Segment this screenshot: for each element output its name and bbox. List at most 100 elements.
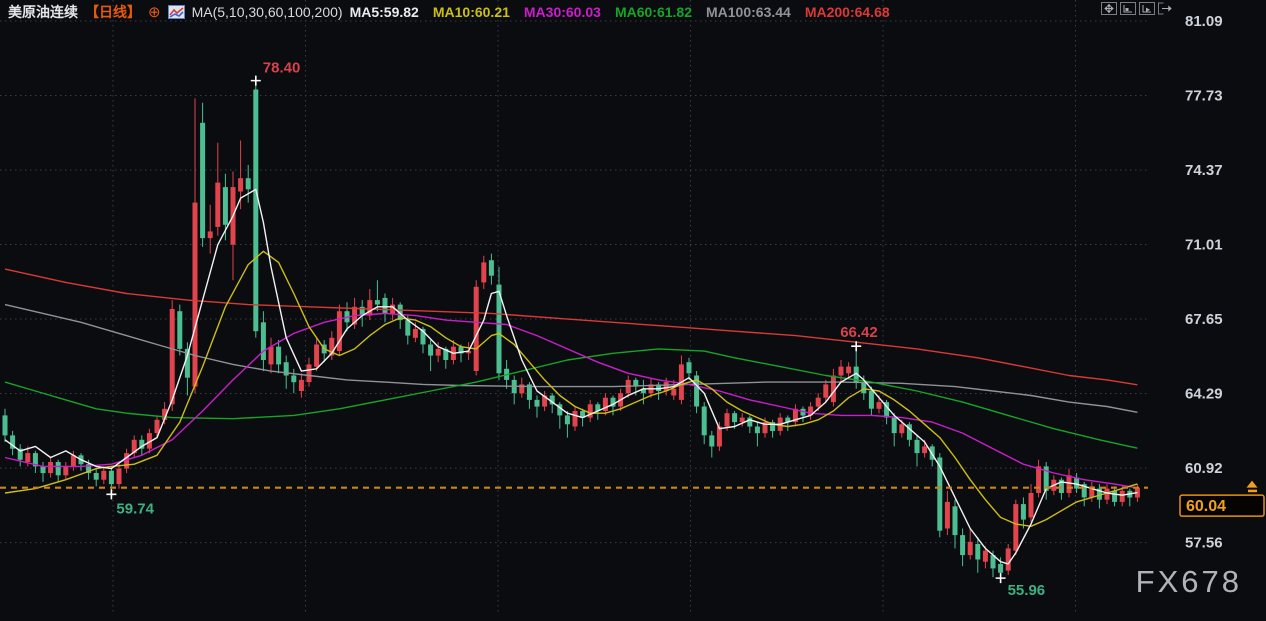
candle-body [1043,466,1049,491]
extreme-marker: 55.96 [995,573,1045,599]
candle-body [238,178,244,192]
candle-body [390,304,396,314]
candle-body [792,408,798,423]
candle-body [359,306,365,316]
axis-tick-label: 81.09 [1185,13,1223,30]
candle-body [960,535,966,556]
candle-body [1104,488,1110,500]
candle-body [473,286,479,371]
candle-body [732,413,738,423]
current-price-badge: 60.04 [1179,494,1265,517]
candle-body [207,231,213,239]
candle-body [747,417,753,427]
candle-body [884,402,890,418]
candle-body [443,348,449,360]
candle-body [458,346,464,354]
candle-body [222,187,228,225]
ma-params-label[interactable]: MA(5,10,30,60,100,200) [191,4,343,20]
candle-body [830,375,836,403]
candle-body [808,406,814,416]
candle-body [260,322,266,360]
candle-body [276,346,282,365]
candle-body [922,446,928,454]
ma30-line [4,312,1138,489]
candle-body [397,304,403,321]
candle-body [701,406,707,436]
candle-body [108,470,114,485]
candle-body [975,544,981,560]
candle-body [466,351,472,354]
ma-value-3: MA60:61.82 [614,4,692,20]
candle-body [374,300,380,305]
candle-body [1119,490,1125,502]
candle-body [1036,466,1042,493]
candle-body [101,470,107,480]
axis-tick-label: 77.73 [1185,87,1223,104]
extreme-label: 59.74 [116,500,154,517]
candle-body [899,424,905,434]
candle-body [762,422,768,434]
candle-body [572,411,578,427]
ma200-line [4,268,1138,386]
candle-body [146,433,152,449]
candle-body [937,457,943,531]
auto-scale-icon[interactable] [1139,2,1155,15]
candle-body [542,395,548,407]
ma-value-2: MA30:60.03 [523,4,601,20]
candle-body [1074,477,1080,489]
candle-body [526,384,532,400]
candle-body [610,397,616,407]
candle-body [815,397,821,407]
candle-body [25,453,31,462]
candle-body [785,417,791,422]
mini-chart-icon[interactable] [167,5,185,19]
candle-body [70,455,76,467]
candle-body [982,550,988,562]
candle-body [739,417,745,422]
candle-body [602,397,608,411]
candle-body [754,426,760,434]
candle-body [283,362,289,376]
candle-body [823,384,829,398]
candle-body [838,366,844,376]
candle-body [519,384,525,394]
candle-body [656,384,662,392]
candle-body [55,462,61,476]
candle-body [154,419,160,434]
candle-body [967,541,973,556]
ma-value-1: MA10:60.21 [432,4,510,20]
candle-body [169,309,175,405]
ma-value-4: MA100:63.44 [705,4,791,20]
ma5-line [4,188,1138,565]
candle-body [336,311,342,352]
add-indicator-icon[interactable]: ⊕ [148,3,161,21]
candle-body [876,402,882,409]
candle-body [496,284,502,374]
axis-tick-label: 60.92 [1185,460,1223,477]
candle-body [93,473,99,480]
price-marker-icon[interactable] [1246,480,1258,493]
chart-toolbar [1101,2,1174,15]
candle-body [998,563,1004,573]
candle-body [488,260,494,276]
candle-body [367,300,373,316]
candle-body [329,337,335,356]
go-to-latest-icon[interactable] [1158,2,1174,15]
candle-body [298,379,304,391]
axis-tick-label: 57.56 [1185,535,1223,552]
candle-body [32,453,38,467]
candle-body [1089,486,1095,498]
candle-body [580,411,586,418]
scale-axes-icon[interactable] [1120,2,1136,15]
extreme-label: 78.40 [263,60,301,77]
candle-body [131,439,137,454]
candle-body [2,415,8,436]
candles [2,80,1140,579]
candle-body [382,297,388,314]
candle-body [906,424,912,440]
candle-body [663,382,669,391]
period-selector[interactable]: 【日线】 [85,4,141,20]
ma-value-5: MA200:64.68 [804,4,890,20]
pan-move-icon[interactable] [1101,2,1117,15]
